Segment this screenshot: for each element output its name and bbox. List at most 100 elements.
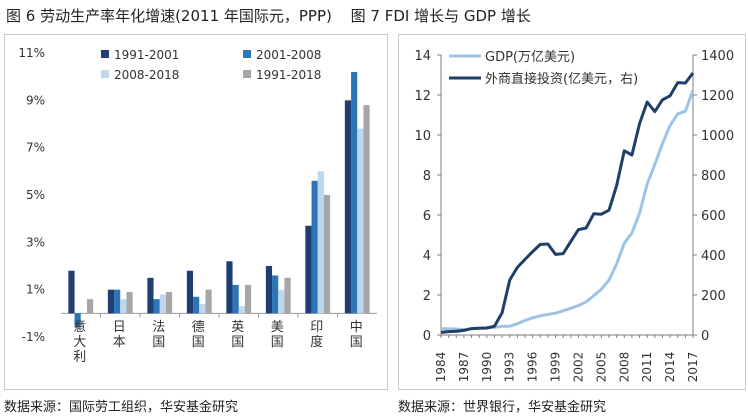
legend-label: 1991-2001: [114, 48, 179, 62]
bar: [344, 100, 352, 314]
x-category-char: 大: [73, 335, 86, 350]
bar: [205, 289, 212, 314]
bar: [74, 313, 81, 328]
bar-chart-panel: -1% 1% 3% 5% 7% 9% 11% 意大利日本法国德国英国美国印度中国 1991-20…: [4, 34, 388, 390]
bar: [226, 261, 233, 314]
x-category-char: 中: [350, 320, 363, 335]
line-chart-panel: 0 2 4 6 8 10 12 14 0 200 400 600 800 1000 1200 1400 1984…: [398, 34, 746, 390]
bar: [317, 171, 324, 314]
bar: [232, 284, 239, 314]
bar: [272, 275, 279, 314]
left-y-tick-label: 4: [423, 249, 431, 264]
x-category-label: 法国: [152, 320, 165, 350]
y-tick-label: 7%: [26, 141, 45, 155]
y-tick-label: 9%: [26, 93, 45, 107]
y-tick-label: 11%: [18, 46, 45, 60]
x-category-label: 德国: [192, 320, 205, 350]
bar: [186, 270, 194, 314]
x-category-char: 印: [310, 320, 323, 335]
left-y-tick-label: 0: [423, 329, 431, 344]
figure-titles: 图 6 劳动生产率年化增速(2011 年国际元，PPP) 图 7 FDI 增长与…: [6, 5, 545, 26]
bar: [311, 180, 318, 314]
legend-swatch: [101, 50, 109, 58]
bar: [114, 289, 121, 314]
right-y-tick-label: 0: [701, 329, 709, 344]
x-category-label: 印度: [310, 320, 323, 350]
x-category-char: 国: [152, 335, 165, 350]
x-tick-label: 2017: [686, 352, 700, 383]
legend-label: 外商直接投资(亿美元，右): [485, 71, 638, 87]
line-chart: 0 2 4 6 8 10 12 14 0 200 400 600 800 1000 1200 1400 1984…: [414, 49, 734, 383]
left-y-tick-label: 6: [423, 209, 431, 224]
y-tick-label: 1%: [26, 283, 45, 297]
x-tick-label: 1984: [434, 352, 448, 383]
x-tick-label: 2008: [617, 352, 631, 383]
right-y-tick-label: 1000: [701, 129, 734, 144]
x-category-char: 日: [113, 320, 126, 335]
right-chart-title: 图 7 FDI 增长与 GDP 增长: [350, 7, 531, 25]
x-category-char: 意: [73, 319, 86, 335]
fdi-series-line: [440, 72, 695, 334]
bar: [244, 284, 252, 314]
x-category-char: 德: [192, 320, 205, 335]
legend-label: 2008-2018: [114, 68, 179, 82]
bar: [351, 71, 358, 314]
x-category-char: 国: [231, 335, 244, 350]
bar: [363, 105, 370, 314]
legend-label: 1991-2018: [256, 68, 321, 82]
legend-swatch: [243, 50, 251, 58]
left-y-tick-label: 2: [423, 289, 431, 304]
x-tick-label: 1993: [503, 352, 517, 383]
gdp-series-line: [441, 89, 695, 332]
bar: [323, 195, 331, 314]
x-category-char: 英: [231, 320, 244, 335]
bar: [86, 299, 94, 314]
x-tick-label: 2014: [663, 352, 677, 383]
bar: [165, 292, 173, 314]
x-tick-label: 1996: [526, 352, 540, 383]
x-tick-label: 1999: [549, 352, 563, 383]
bar: [305, 225, 312, 314]
legend-swatch: [101, 70, 109, 78]
legend-label: GDP(万亿美元): [485, 50, 575, 65]
right-y-tick-label: 600: [701, 209, 726, 224]
bar: [107, 289, 115, 314]
left-y-tick-label: 14: [414, 49, 431, 64]
x-category-label: 美国: [271, 320, 284, 350]
right-y-tick-label: 800: [701, 169, 726, 184]
x-category-label: 意大利: [73, 319, 86, 365]
x-category-char: 本: [113, 335, 126, 350]
bar: [193, 296, 200, 314]
bar: [153, 299, 160, 314]
x-category-char: 国: [350, 335, 363, 350]
y-tick-label: -1%: [22, 330, 45, 344]
x-tick-label: 1987: [457, 352, 471, 383]
bar: [278, 289, 285, 314]
x-tick-label: 2002: [571, 352, 585, 383]
x-tick-label: 2005: [594, 352, 608, 383]
y-tick-label: 3%: [26, 235, 45, 249]
bar-chart: -1%1%3%5%7%9%11%意大利日本法国德国英国美国印度中国1991-20…: [18, 46, 377, 365]
bar: [147, 277, 154, 314]
left-chart-title: 图 6 劳动生产率年化增速(2011 年国际元，PPP): [6, 7, 332, 25]
right-source-note: 数据来源：世界银行，华安基金研究: [398, 400, 607, 415]
x-category-label: 日本: [113, 320, 126, 350]
x-category-char: 度: [310, 334, 323, 350]
right-y-tick-label: 200: [701, 289, 726, 304]
bar: [68, 270, 75, 314]
right-y-tick-label: 1200: [701, 89, 734, 104]
bar: [126, 292, 133, 314]
x-category-char: 国: [271, 335, 284, 350]
x-category-char: 法: [152, 320, 165, 335]
left-source-note: 数据来源：国际劳工组织，华安基金研究: [4, 400, 239, 415]
x-category-char: 利: [73, 350, 86, 365]
x-tick-label: 1990: [480, 352, 494, 383]
x-category-label: 英国: [231, 320, 244, 350]
left-y-tick-label: 8: [423, 169, 431, 184]
bar: [284, 277, 291, 314]
right-y-tick-label: 400: [701, 249, 726, 264]
x-tick-label: 2011: [640, 352, 654, 383]
bar: [357, 128, 364, 314]
legend-swatch: [243, 70, 251, 78]
bar: [265, 266, 273, 314]
